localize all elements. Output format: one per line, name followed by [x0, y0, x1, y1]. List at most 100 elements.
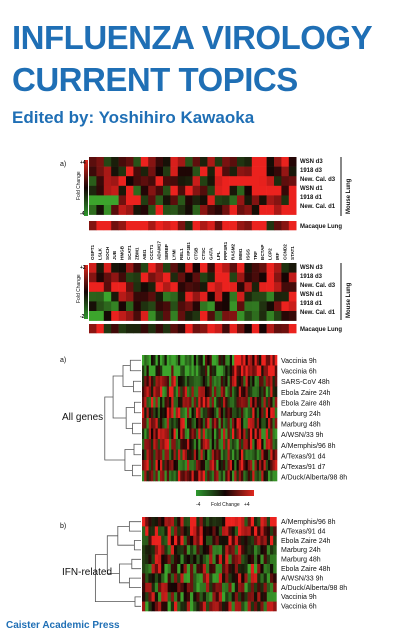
heatmap-cell: [202, 449, 206, 461]
heatmap-cell: [171, 407, 174, 419]
heatmap-cell: [153, 376, 156, 387]
heatmap-cell: [157, 470, 161, 482]
heatmap-cell: [148, 301, 156, 312]
heatmap-cell: [180, 365, 183, 377]
heatmap-cell: [232, 397, 235, 408]
heatmap-cell: [182, 407, 186, 419]
heatmap-cell: [164, 355, 168, 366]
heatmap-cell: [170, 272, 179, 283]
heatmap-cell: [244, 592, 248, 602]
heatmap-cell: [228, 545, 232, 555]
publisher-name: Caister Academic Press: [6, 620, 120, 631]
heatmap-cell: [182, 428, 186, 440]
heatmap-cell: [167, 526, 172, 537]
heatmap-cell: [164, 592, 168, 602]
heatmap-cell: [214, 176, 223, 187]
heatmap-cell: [160, 418, 163, 429]
heatmap-cell: [238, 386, 242, 398]
heatmap-cell: [173, 439, 177, 450]
heatmap-cell: [189, 376, 192, 387]
heatmap-cell: [261, 407, 264, 419]
heatmap-cell: [223, 355, 226, 366]
heatmap-cell: [274, 205, 282, 215]
dendrogram-branch: [131, 464, 141, 477]
heatmap-cell: [199, 582, 204, 593]
heatmap-cell: [245, 376, 249, 387]
macaque-cell: [163, 221, 171, 231]
heatmap-cell: [215, 564, 220, 574]
macaque-cell: [237, 324, 245, 334]
heatmap-cell: [254, 397, 258, 408]
heatmap-cell: [281, 185, 290, 196]
heatmap-cell: [247, 376, 251, 387]
heatmap-cell: [148, 311, 156, 321]
heatmap-cell: [103, 185, 112, 196]
heatmap-cell: [126, 301, 134, 312]
heatmap-cell: [155, 470, 159, 482]
heatmap-cell: [241, 554, 245, 565]
heatmap-cell: [247, 582, 252, 593]
heatmap-cell: [274, 386, 278, 398]
heatmap-cell: [183, 573, 188, 584]
heatmap-cell: [237, 311, 245, 321]
heatmap-cell: [252, 460, 255, 471]
heatmap-cell: [151, 386, 154, 398]
heatmap-cell: [180, 545, 184, 555]
heatmap-cell: [263, 386, 267, 398]
macaque-cell: [214, 221, 223, 231]
heatmap-cell: [227, 386, 231, 398]
heatmap-cell: [133, 185, 142, 196]
heatmap-cell: [237, 205, 245, 215]
heatmap-cell: [162, 428, 165, 440]
heatmap-cell: [254, 449, 258, 461]
heatmap-cell: [186, 573, 191, 584]
heatmap-cell: [175, 397, 179, 408]
heatmap-cell: [236, 449, 240, 461]
heatmap-cell: [218, 517, 223, 527]
heatmap-cell: [265, 407, 269, 419]
heatmap-cell: [155, 272, 164, 283]
heatmap-cell: [193, 397, 197, 408]
heatmap-cell: [166, 407, 170, 419]
heatmap-cell: [266, 205, 275, 215]
heatmap-cell: [96, 195, 105, 206]
heatmap-cell: [180, 564, 184, 574]
heatmap-cell: [211, 376, 215, 387]
heatmap-cell: [126, 176, 134, 187]
heatmap-cell: [198, 386, 201, 398]
heatmap-cell: [142, 365, 145, 377]
heatmap-cell: [288, 282, 297, 293]
heatmap-cell: [189, 470, 192, 482]
heatmap-cell: [200, 386, 204, 398]
heatmap-cell: [207, 407, 210, 419]
heatmap-cell: [148, 449, 152, 461]
heatmap-cell: [169, 407, 172, 419]
heatmap-cell: [215, 592, 220, 602]
heatmap-cell: [175, 470, 179, 482]
heatmap-cell: [142, 397, 145, 408]
heatmap-cell: [183, 582, 188, 593]
heatmap-cell: [215, 582, 220, 593]
heatmap-cell: [266, 195, 275, 206]
heatmap-cell: [236, 355, 240, 366]
heatmap-cell: [207, 195, 216, 206]
heatmap-cell: [250, 526, 255, 537]
heatmap-cell: [182, 449, 186, 461]
heatmap-cell: [244, 582, 248, 593]
heatmap-cell: [218, 376, 222, 387]
heatmap-cell: [180, 428, 183, 440]
heatmap-cell: [218, 573, 223, 584]
heatmap-cell: [223, 397, 226, 408]
heatmap-cell: [229, 291, 238, 302]
heatmap-cell: [145, 564, 149, 574]
heatmap-cell: [260, 526, 264, 537]
heatmap-cell: [154, 592, 159, 602]
heatmap-cell: [202, 470, 206, 482]
heatmap-cell: [191, 418, 195, 429]
heatmap-cell: [167, 573, 172, 584]
heatmap-cell: [180, 397, 183, 408]
scale1-bottom: -4: [80, 211, 85, 217]
heatmap-cell: [266, 176, 275, 187]
heatmap-cell: [133, 263, 142, 273]
